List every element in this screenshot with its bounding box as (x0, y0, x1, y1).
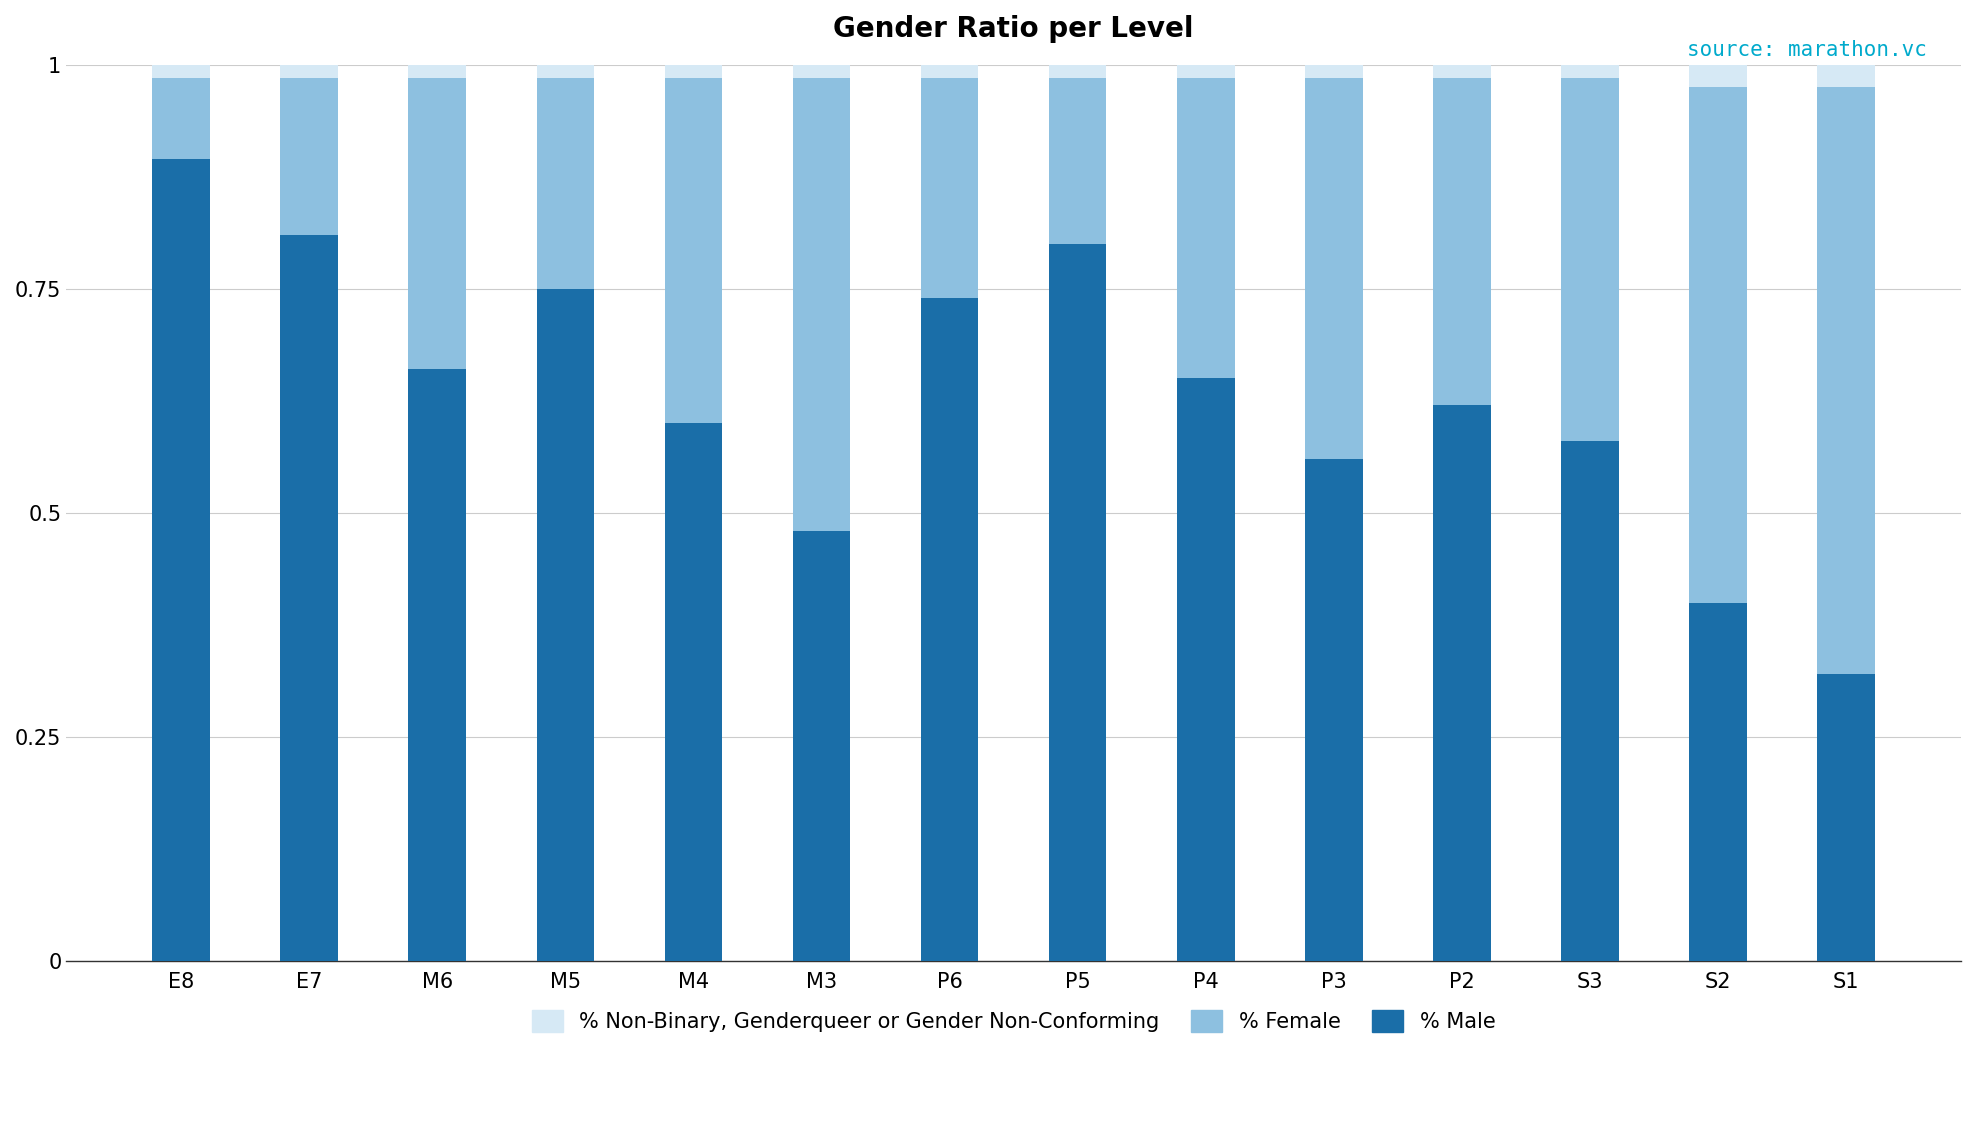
Bar (1049, 245, 1107, 961)
Bar (152, 65, 209, 78)
Bar (1049, 65, 1107, 78)
Bar (1178, 378, 1235, 961)
Bar (1049, 78, 1107, 245)
Bar (1689, 65, 1747, 87)
Bar (921, 78, 978, 298)
Bar (792, 531, 850, 961)
Bar (537, 289, 595, 961)
Bar (792, 78, 850, 531)
Bar (1561, 78, 1618, 441)
Bar (152, 158, 209, 961)
Bar (664, 65, 723, 78)
Bar (664, 423, 723, 961)
Bar (152, 78, 209, 158)
Bar (921, 65, 978, 78)
Bar (1178, 78, 1235, 378)
Bar (1689, 87, 1747, 602)
Bar (1818, 65, 1875, 87)
Bar (281, 78, 338, 235)
Bar (1561, 441, 1618, 961)
Bar (664, 78, 723, 423)
Bar (921, 298, 978, 961)
Bar (281, 235, 338, 961)
Bar (1304, 65, 1363, 78)
Bar (409, 369, 466, 961)
Title: Gender Ratio per Level: Gender Ratio per Level (834, 15, 1194, 43)
Legend: % Non-Binary, Genderqueer or Gender Non-Conforming, % Female, % Male: % Non-Binary, Genderqueer or Gender Non-… (524, 1002, 1504, 1040)
Bar (1304, 460, 1363, 961)
Bar (409, 65, 466, 78)
Bar (1304, 78, 1363, 460)
Bar (409, 78, 466, 369)
Bar (1433, 65, 1490, 78)
Bar (1561, 65, 1618, 78)
Text: source: marathon.vc: source: marathon.vc (1688, 40, 1927, 60)
Bar (1433, 405, 1490, 961)
Bar (1689, 602, 1747, 961)
Bar (1178, 65, 1235, 78)
Bar (537, 78, 595, 289)
Bar (1818, 87, 1875, 675)
Bar (281, 65, 338, 78)
Bar (792, 65, 850, 78)
Bar (537, 65, 595, 78)
Bar (1818, 675, 1875, 961)
Bar (1433, 78, 1490, 405)
